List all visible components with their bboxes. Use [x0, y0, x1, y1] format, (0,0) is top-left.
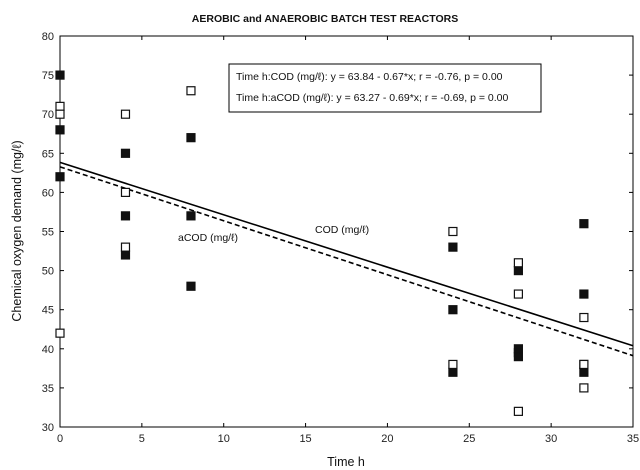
- cod-point: [186, 133, 196, 143]
- x-tick-label: 0: [57, 433, 63, 445]
- chart-title: AEROBIC and ANAEROBIC BATCH TEST REACTOR…: [192, 13, 458, 25]
- y-tick-label: 80: [42, 31, 54, 43]
- x-tick-label: 10: [218, 433, 230, 445]
- cod-point: [579, 219, 589, 229]
- cod-point: [513, 352, 524, 362]
- cod-point: [120, 148, 131, 158]
- acod-point: [55, 328, 65, 338]
- cod-point: [186, 211, 196, 221]
- y-tick-label: 60: [42, 187, 54, 199]
- acod-point: [513, 289, 524, 299]
- cod-point: [55, 70, 65, 80]
- y-axis-label: Chemical oxygen demand (mg/ℓ): [10, 140, 24, 321]
- x-tick-label: 25: [463, 433, 475, 445]
- y-tick-label: 40: [42, 344, 54, 356]
- cod-point: [448, 242, 458, 252]
- regression-legend: Time h:COD (mg/ℓ): y = 63.84 - 0.67*x; r…: [228, 63, 542, 113]
- acod-point: [579, 383, 589, 393]
- regression-acod-text: Time h:aCOD (mg/ℓ): y = 63.27 - 0.69*x; …: [236, 92, 508, 104]
- y-tick-label: 75: [42, 70, 54, 82]
- cod-point: [120, 250, 131, 260]
- cod-point: [579, 289, 589, 299]
- cod-point: [120, 211, 131, 221]
- y-axis: 30 35 40 45 50 55 60 65 70 75 80: [42, 31, 633, 434]
- cod-point: [186, 281, 196, 291]
- acod-point: [120, 187, 131, 197]
- x-tick-label: 5: [139, 433, 145, 445]
- x-tick-label: 20: [381, 433, 393, 445]
- acod-point: [186, 86, 196, 96]
- y-tick-label: 65: [42, 148, 54, 160]
- x-tick-label: 30: [545, 433, 557, 445]
- acod-point: [579, 359, 589, 370]
- x-tick-label: 15: [299, 433, 311, 445]
- acod-point: [55, 101, 65, 111]
- cod-point: [579, 367, 589, 377]
- acod-point: [55, 109, 65, 119]
- y-tick-label: 70: [42, 109, 54, 121]
- acod-point: [513, 258, 524, 268]
- cod-point: [448, 305, 458, 315]
- y-tick-label: 35: [42, 383, 54, 395]
- y-tick-label: 30: [42, 422, 54, 434]
- acod-line-label: aCOD (mg/ℓ): [178, 232, 238, 244]
- cod-point: [513, 266, 524, 276]
- acod-fit-line: [59, 166, 634, 357]
- cod-point: [55, 125, 65, 135]
- y-tick-label: 55: [42, 227, 54, 239]
- y-tick-label: 45: [42, 305, 54, 317]
- fit-lines: [59, 161, 634, 357]
- cod-fit-line: [59, 161, 634, 347]
- cod-line-label: COD (mg/ℓ): [315, 224, 369, 236]
- regression-legend-box: [228, 63, 542, 113]
- cod-point: [448, 367, 458, 377]
- y-tick-label: 50: [42, 266, 54, 278]
- x-axis-label: Time h: [327, 455, 365, 469]
- acod-point: [513, 406, 524, 416]
- cod-point: [55, 172, 65, 182]
- acod-point: [448, 359, 458, 370]
- acod-point: [120, 242, 131, 252]
- acod-point: [120, 109, 131, 119]
- x-axis: 0 5 10 15 20 25 30 35: [57, 36, 639, 445]
- x-tick-label: 35: [627, 433, 639, 445]
- data-points: [55, 70, 589, 416]
- acod-point: [579, 312, 589, 323]
- acod-point: [448, 226, 458, 237]
- regression-cod-text: Time h:COD (mg/ℓ): y = 63.84 - 0.67*x; r…: [236, 71, 503, 83]
